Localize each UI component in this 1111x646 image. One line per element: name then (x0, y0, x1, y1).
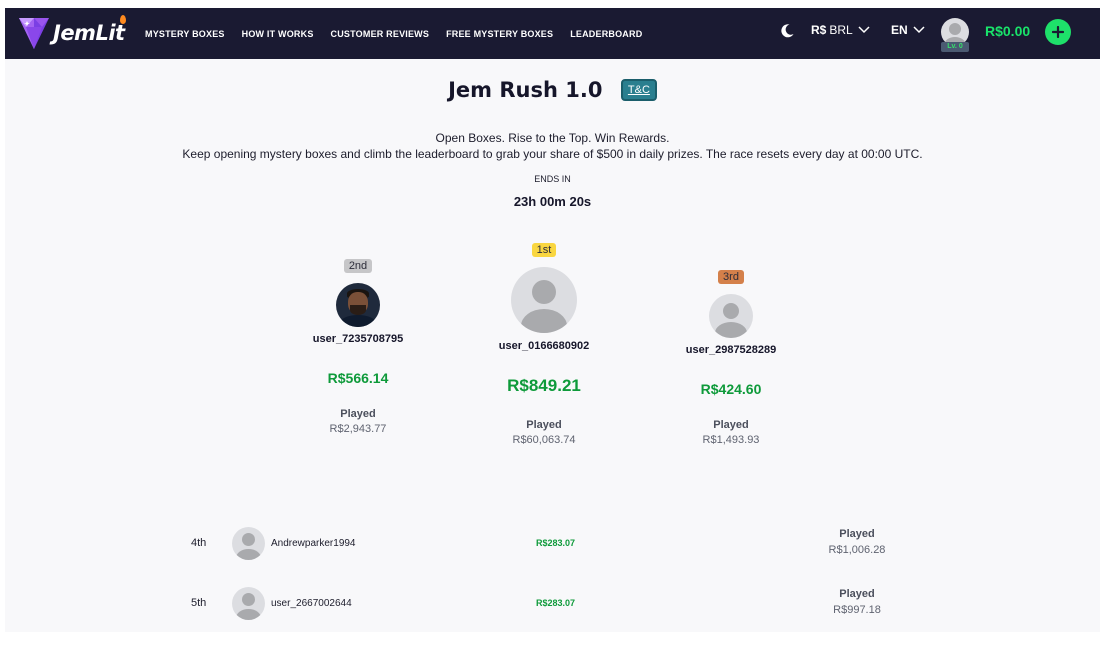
avatar[interactable] (336, 283, 380, 327)
description: Keep opening mystery boxes and climb the… (182, 147, 923, 161)
avatar[interactable] (511, 267, 577, 333)
gem-icon (19, 18, 49, 49)
top-navbar: JemLit MYSTERY BOXES HOW IT WORKS CUSTOM… (5, 8, 1100, 59)
avatar-head (949, 23, 961, 35)
language-selector[interactable]: EN (891, 23, 925, 37)
avatar[interactable] (709, 294, 753, 338)
language-code: EN (891, 23, 908, 37)
podium-third: 3rd user_2987528289 R$424.60 Played R$1,… (671, 267, 791, 446)
add-funds-button[interactable] (1045, 19, 1071, 45)
list-username[interactable]: user_2667002644 (271, 598, 352, 609)
avatar-torso (236, 609, 261, 620)
nav-links: MYSTERY BOXES HOW IT WORKS CUSTOMER REVI… (145, 8, 659, 59)
avatar-head (532, 280, 556, 304)
avatar-head (242, 593, 255, 606)
podium-first: 1st user_0166680902 R$849.21 Played R$60… (484, 240, 604, 446)
podium-name[interactable]: user_0166680902 (498, 340, 590, 352)
currency-code: BRL (829, 23, 853, 37)
avatar-torso (521, 309, 567, 333)
countdown-timer: 23h 00m 20s (513, 194, 592, 209)
list-amount: R$283.07 (536, 538, 576, 548)
played-amount: R$997.18 (833, 604, 881, 616)
logo[interactable]: JemLit (17, 13, 126, 53)
logo-text: JemLit (53, 15, 126, 45)
played-label: Played (340, 408, 376, 420)
terms-button[interactable]: T&C (620, 79, 657, 101)
avatar-torso (715, 322, 747, 338)
page-frame: JemLit MYSTERY BOXES HOW IT WORKS CUSTOM… (5, 8, 1100, 632)
page-title: Jem Rush 1.0 (448, 78, 603, 102)
avatar-shirt (340, 315, 376, 327)
moon-icon[interactable] (779, 23, 795, 39)
rank-badge-second: 2nd (343, 259, 373, 273)
avatar-torso (944, 37, 966, 46)
nav-link-free-mystery-boxes[interactable]: FREE MYSTERY BOXES (446, 28, 554, 39)
played-label: Played (839, 588, 875, 600)
wallet-balance[interactable]: R$0.00 (985, 23, 1031, 39)
currency-symbol: R$ (811, 23, 827, 37)
list-rank: 4th (191, 537, 207, 549)
played-label: Played (839, 528, 875, 540)
avatar-head (242, 533, 255, 546)
podium-name[interactable]: user_2987528289 (685, 344, 777, 356)
nav-link-how-it-works[interactable]: HOW IT WORKS (241, 28, 314, 39)
rank-badge-third: 3rd (718, 270, 744, 284)
podium-amount: R$566.14 (327, 370, 389, 386)
played-amount: R$2,943.77 (329, 423, 387, 435)
chevron-down-icon (858, 26, 870, 34)
played-amount: R$60,063.74 (512, 434, 576, 446)
chevron-down-icon (913, 26, 925, 34)
plus-icon (1052, 26, 1064, 38)
played-amount: R$1,006.28 (828, 544, 886, 556)
title-row: Jem Rush 1.0 T&C (5, 78, 1100, 102)
level-badge: Lv. 0 (941, 42, 969, 52)
nav-link-mystery-boxes[interactable]: MYSTERY BOXES (145, 28, 225, 39)
avatar[interactable] (232, 587, 265, 620)
list-amount: R$283.07 (536, 598, 576, 608)
nav-link-customer-reviews[interactable]: CUSTOMER REVIEWS (330, 28, 430, 39)
flame-icon (119, 15, 126, 24)
avatar-beard (350, 305, 366, 315)
played-label: Played (526, 419, 562, 431)
podium-name[interactable]: user_7235708795 (312, 333, 404, 345)
avatar-head (723, 303, 739, 319)
played-amount: R$1,493.93 (702, 434, 760, 446)
tagline: Open Boxes. Rise to the Top. Win Rewards… (435, 131, 670, 145)
podium-second: 2nd user_7235708795 R$566.14 Played R$2,… (298, 256, 418, 435)
list-item: 5th user_2667002644 R$283.07 Played R$99… (5, 585, 1100, 625)
avatar[interactable] (232, 527, 265, 560)
played-label: Played (713, 419, 749, 431)
rank-badge-first: 1st (531, 243, 557, 257)
user-avatar[interactable] (941, 18, 969, 46)
list-rank: 5th (191, 597, 207, 609)
avatar-torso (236, 549, 261, 560)
currency-selector[interactable]: R$ BRL (811, 23, 870, 37)
nav-link-leaderboard[interactable]: LEADERBOARD (570, 28, 643, 39)
ends-in-label: ENDS IN (534, 174, 571, 184)
list-item: 4th Andrewparker1994 R$283.07 Played R$1… (5, 524, 1100, 564)
list-username[interactable]: Andrewparker1994 (271, 538, 356, 549)
podium-amount: R$849.21 (507, 376, 581, 395)
podium-amount: R$424.60 (700, 381, 762, 397)
